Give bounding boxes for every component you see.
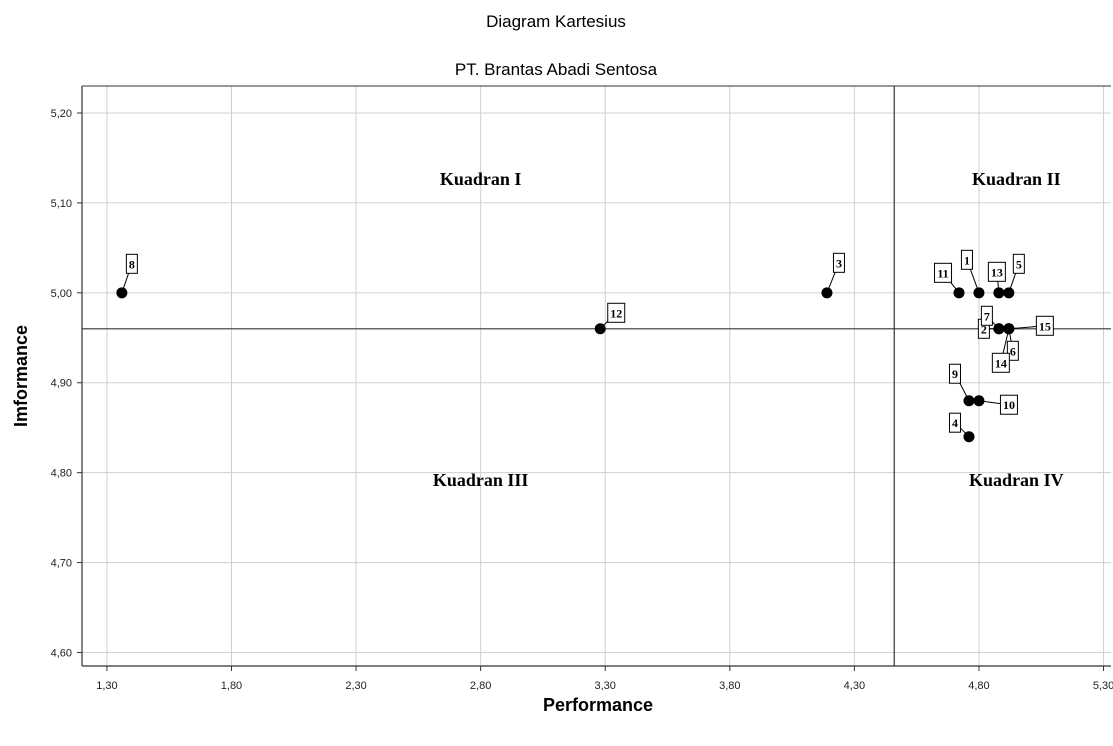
- x-tick-label: 1,30: [96, 680, 117, 692]
- point-label: 10: [1003, 398, 1015, 412]
- point-label: 11: [937, 266, 948, 280]
- point-label-box: [948, 412, 961, 433]
- point-label-box: [1012, 253, 1025, 274]
- quadrant-label: Kuadran IV: [969, 470, 1064, 490]
- chart-title: Diagram Kartesius: [486, 12, 626, 31]
- point-label: 8: [129, 257, 135, 271]
- point-label-box: [607, 302, 626, 323]
- point-label: 2: [981, 322, 987, 336]
- point-label: 7: [984, 309, 990, 323]
- point-label: 14: [995, 356, 1007, 370]
- point-label-box: [125, 253, 138, 274]
- point-label-box: [1006, 340, 1019, 361]
- point-label-box: [960, 249, 973, 270]
- point-label: 5: [1016, 257, 1022, 271]
- y-tick-label: 5,00: [51, 288, 72, 300]
- point-label-box: [832, 252, 845, 273]
- data-point: [993, 287, 1005, 299]
- data-point: [116, 287, 128, 299]
- quadrant-label: Kuadran I: [440, 169, 522, 189]
- chart-subtitle: PT. Brantas Abadi Sentosa: [455, 60, 658, 79]
- data-point: [1003, 287, 1015, 299]
- plot-frame: [82, 86, 1111, 666]
- quadrant-labels: Kuadran I Kuadran II Kuadran III Kuadran IV: [433, 169, 1064, 490]
- point-label: 12: [610, 306, 622, 320]
- x-tick-label: 3,80: [719, 680, 740, 692]
- point-label: 4: [952, 416, 958, 430]
- quadrant-label: Kuadran II: [972, 169, 1061, 189]
- x-tick-label: 3,30: [595, 680, 616, 692]
- y-tick-label: 4,60: [51, 648, 72, 660]
- plot-area: 1,30 1,80 2,30 2,80 3,30 3,80 4,30 4,80 5,30 4,60…: [51, 85, 1113, 692]
- x-tick-label: 2,30: [345, 680, 366, 692]
- point-label: 9: [952, 367, 958, 381]
- y-tick-label: 4,80: [51, 468, 72, 480]
- y-tick-label: 5,20: [51, 108, 72, 120]
- axis-ticks: 1,30 1,80 2,30 2,80 3,30 3,80 4,30 4,80 5,30 4,60…: [51, 108, 1113, 692]
- data-point: [594, 323, 606, 335]
- data-point: [973, 287, 985, 299]
- point-label-box: [991, 352, 1010, 373]
- point-label-box: [987, 261, 1006, 282]
- point-label: 13: [991, 265, 1003, 279]
- data-point: [953, 287, 965, 299]
- point-label-box: [999, 394, 1018, 415]
- data-point: [973, 395, 985, 407]
- point-label: 1: [964, 253, 970, 267]
- x-tick-label: 4,30: [844, 680, 865, 692]
- y-axis-label: Imformance: [11, 325, 31, 427]
- quadrant-label: Kuadran III: [433, 470, 529, 490]
- y-tick-label: 4,70: [51, 558, 72, 570]
- gridlines: [82, 86, 1111, 666]
- data-point: [993, 323, 1005, 335]
- data-point: [821, 287, 833, 299]
- data-point: [963, 395, 975, 407]
- x-tick-label: 1,80: [221, 680, 242, 692]
- x-tick-label: 5,30: [1093, 680, 1113, 692]
- point-label-box: [948, 363, 961, 384]
- point-label-box: [1035, 315, 1054, 336]
- x-tick-label: 2,80: [470, 680, 491, 692]
- point-label-box: [980, 305, 993, 326]
- point-label: 15: [1039, 319, 1051, 333]
- y-tick-label: 5,10: [51, 198, 72, 210]
- data-point: [963, 431, 975, 443]
- point-label-box: [934, 262, 953, 283]
- y-tick-label: 4,90: [51, 378, 72, 390]
- point-label: 6: [1010, 344, 1016, 358]
- x-tick-label: 4,80: [968, 680, 989, 692]
- x-axis-label: Performance: [543, 695, 653, 715]
- point-label: 3: [836, 256, 842, 270]
- data-point: [1003, 323, 1015, 335]
